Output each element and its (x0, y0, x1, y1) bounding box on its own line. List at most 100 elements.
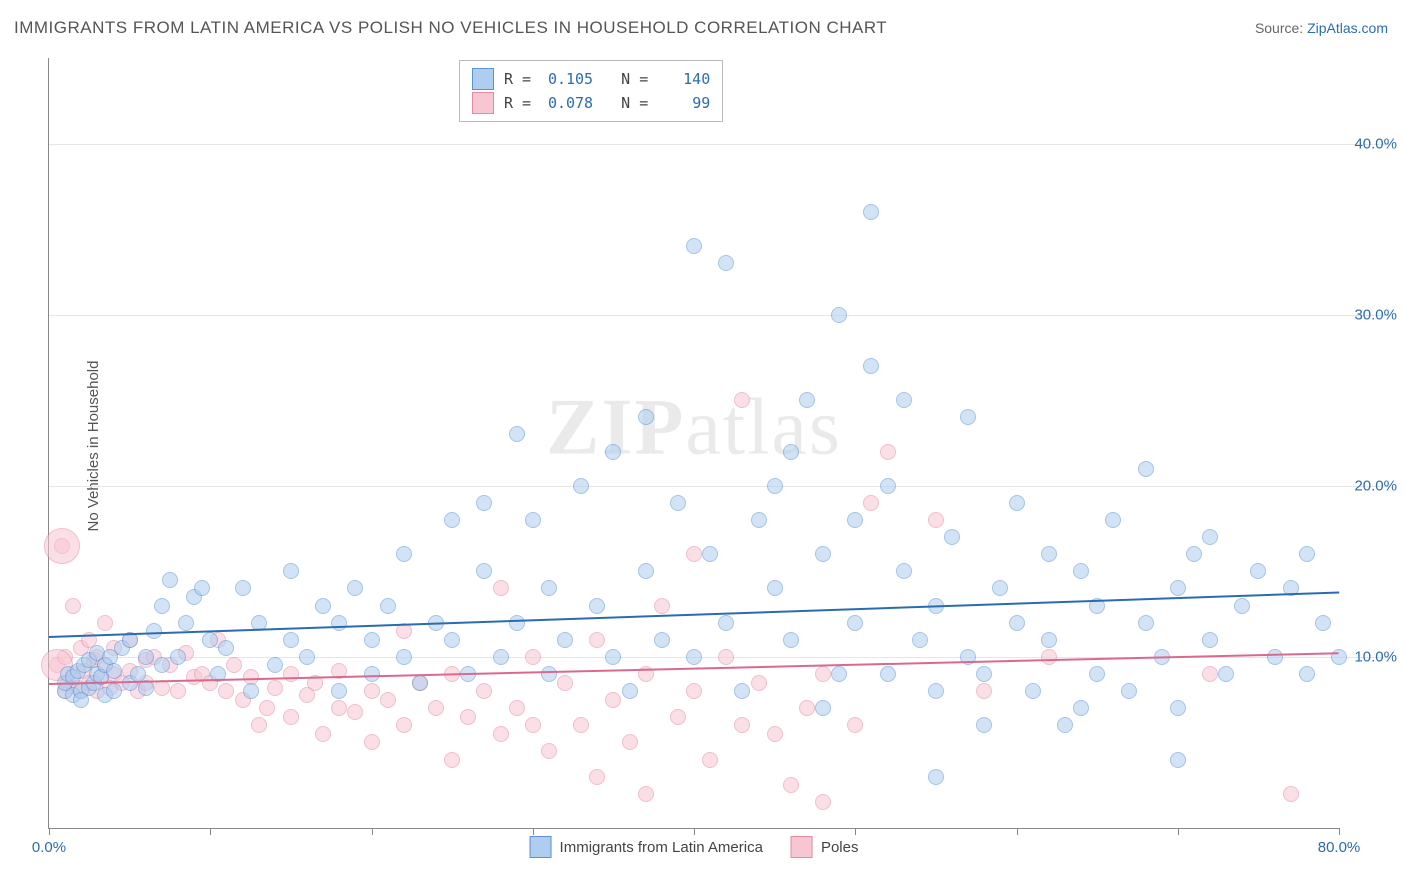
scatter-point (299, 649, 315, 665)
scatter-point (767, 478, 783, 494)
scatter-point (1089, 666, 1105, 682)
scatter-point (170, 683, 186, 699)
stat-r-value: 0.105 (541, 67, 593, 91)
scatter-point (331, 615, 347, 631)
scatter-point (509, 426, 525, 442)
scatter-point (734, 683, 750, 699)
scatter-point (976, 717, 992, 733)
scatter-point (444, 752, 460, 768)
chart-title: IMMIGRANTS FROM LATIN AMERICA VS POLISH … (14, 18, 887, 38)
scatter-point (65, 598, 81, 614)
scatter-point (944, 529, 960, 545)
scatter-point (622, 683, 638, 699)
scatter-point (396, 717, 412, 733)
scatter-point (259, 700, 275, 716)
scatter-point (1138, 615, 1154, 631)
scatter-point (928, 512, 944, 528)
stat-n-label: N = (603, 67, 648, 91)
scatter-point (751, 512, 767, 528)
scatter-point (283, 666, 299, 682)
x-tick (1178, 828, 1179, 835)
scatter-point (928, 683, 944, 699)
stat-r-value: 0.078 (541, 91, 593, 115)
scatter-point (573, 478, 589, 494)
scatter-point (347, 580, 363, 596)
scatter-point (218, 640, 234, 656)
scatter-point (815, 700, 831, 716)
scatter-point (767, 726, 783, 742)
scatter-point (194, 580, 210, 596)
gridline-horizontal (49, 315, 1389, 316)
scatter-point (331, 683, 347, 699)
scatter-point (670, 709, 686, 725)
scatter-point (347, 704, 363, 720)
scatter-point (605, 444, 621, 460)
scatter-point (1073, 700, 1089, 716)
scatter-point (702, 546, 718, 562)
bottom-legend: Immigrants from Latin AmericaPoles (530, 836, 859, 858)
scatter-point (476, 683, 492, 699)
scatter-point (1105, 512, 1121, 528)
scatter-point (670, 495, 686, 511)
scatter-point (267, 657, 283, 673)
scatter-point (380, 692, 396, 708)
scatter-point (863, 358, 879, 374)
x-tick (372, 828, 373, 835)
scatter-point (589, 598, 605, 614)
x-tick-label: 80.0% (1318, 839, 1361, 856)
scatter-point (847, 615, 863, 631)
legend-label: Immigrants from Latin America (560, 839, 763, 856)
stat-n-value: 99 (658, 91, 710, 115)
scatter-point (235, 580, 251, 596)
source-link[interactable]: ZipAtlas.com (1307, 20, 1388, 36)
scatter-point (686, 683, 702, 699)
scatter-point (1009, 615, 1025, 631)
y-tick-label: 40.0% (1354, 135, 1397, 152)
legend-item: Immigrants from Latin America (530, 836, 763, 858)
scatter-point (380, 598, 396, 614)
scatter-point (605, 649, 621, 665)
stat-n-value: 140 (658, 67, 710, 91)
scatter-point (331, 700, 347, 716)
scatter-point (783, 632, 799, 648)
scatter-point (638, 563, 654, 579)
scatter-point (783, 777, 799, 793)
scatter-point (162, 572, 178, 588)
scatter-point (1202, 529, 1218, 545)
scatter-point (1218, 666, 1234, 682)
scatter-point (1009, 495, 1025, 511)
scatter-point (654, 598, 670, 614)
scatter-point (226, 657, 242, 673)
scatter-point (364, 666, 380, 682)
scatter-point (541, 666, 557, 682)
scatter-point (815, 666, 831, 682)
scatter-point (815, 546, 831, 562)
scatter-point-large (44, 528, 80, 564)
scatter-point (1170, 700, 1186, 716)
scatter-point (525, 717, 541, 733)
scatter-point (525, 512, 541, 528)
scatter-point (751, 675, 767, 691)
scatter-point (202, 632, 218, 648)
scatter-point (1041, 649, 1057, 665)
scatter-point (863, 495, 879, 511)
scatter-point (831, 307, 847, 323)
scatter-point (493, 649, 509, 665)
scatter-point (315, 726, 331, 742)
scatter-point (476, 495, 492, 511)
scatter-point (1234, 598, 1250, 614)
scatter-point (799, 392, 815, 408)
gridline-horizontal (49, 144, 1389, 145)
scatter-point (734, 392, 750, 408)
legend-swatch (791, 836, 813, 858)
scatter-point (589, 769, 605, 785)
scatter-point (412, 675, 428, 691)
scatter-point (1250, 563, 1266, 579)
scatter-point (686, 238, 702, 254)
scatter-point (605, 692, 621, 708)
scatter-point (896, 392, 912, 408)
y-tick-label: 10.0% (1354, 648, 1397, 665)
scatter-point (283, 632, 299, 648)
scatter-point (364, 734, 380, 750)
scatter-point (896, 563, 912, 579)
